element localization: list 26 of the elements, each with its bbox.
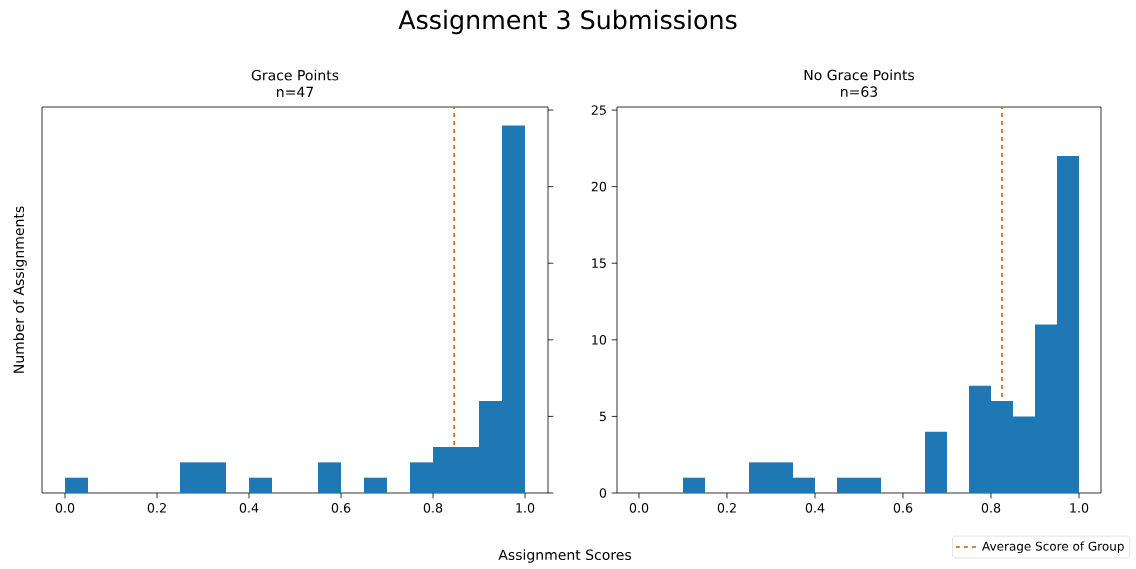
y-tick-label: 25 — [591, 105, 606, 115]
legend-label: Average Score of Group — [982, 541, 1124, 554]
chart-title: Grace Points — [251, 69, 339, 81]
x-tick-label: 0.8 — [423, 503, 443, 513]
chart-subtitle: n=47 — [277, 86, 313, 97]
x-tick-label: 0.6 — [331, 503, 351, 513]
y-axis-title: Number of Assignments — [13, 206, 27, 373]
y-tick-label: 5 — [599, 411, 606, 422]
x-tick-label: 0.8 — [981, 503, 1001, 513]
x-tick-label: 1.0 — [1070, 503, 1089, 513]
x-tick-label: 0.0 — [629, 503, 649, 513]
x-axis-title: Assignment Scores — [498, 549, 632, 563]
y-tick-label: 0 — [599, 488, 607, 498]
y-tick-label: 20 — [591, 181, 607, 192]
x-tick-label: 0.6 — [893, 503, 913, 513]
text: Assignment 3 Submissions — [398, 9, 737, 35]
x-tick-label: 1.0 — [516, 503, 535, 513]
x-tick-label: 0.0 — [55, 503, 75, 513]
x-tick-label: 0.2 — [717, 503, 736, 513]
y-tick-label: 15 — [592, 258, 606, 268]
y-tick-label: 10 — [592, 335, 607, 345]
x-tick-label: 0.2 — [147, 503, 166, 513]
chart-title: No Grace Points — [804, 69, 915, 81]
x-tick-label: 0.4 — [805, 503, 825, 513]
chart-subtitle: n=63 — [841, 86, 878, 97]
x-tick-label: 0.4 — [239, 503, 259, 513]
